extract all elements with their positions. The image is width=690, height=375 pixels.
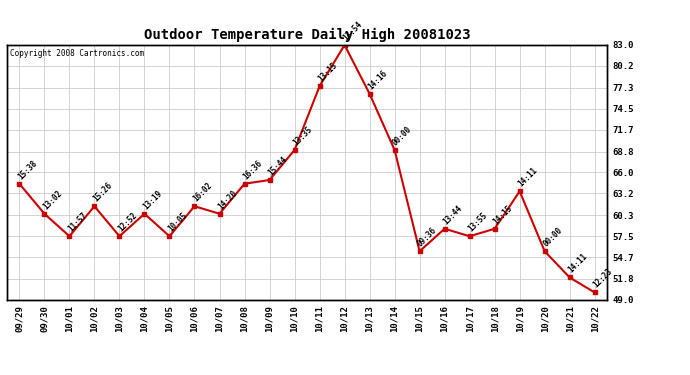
Title: Outdoor Temperature Daily High 20081023: Outdoor Temperature Daily High 20081023	[144, 28, 471, 42]
Text: 14:11: 14:11	[566, 252, 589, 275]
Text: 12:52: 12:52	[116, 211, 139, 234]
Text: 10:05: 10:05	[166, 211, 188, 234]
Text: 13:19: 13:19	[141, 188, 164, 211]
Text: 14:16: 14:16	[366, 68, 388, 91]
Text: 14:15: 14:15	[491, 203, 514, 226]
Text: 15:44: 15:44	[266, 154, 288, 177]
Text: 13:02: 13:02	[41, 188, 63, 211]
Text: 16:36: 16:36	[241, 158, 264, 181]
Text: 11:57: 11:57	[66, 211, 88, 234]
Text: 13:15: 13:15	[316, 61, 339, 84]
Text: 14:20: 14:20	[216, 188, 239, 211]
Text: 13:44: 13:44	[441, 203, 464, 226]
Text: 16:02: 16:02	[191, 181, 214, 204]
Text: 13:55: 13:55	[466, 211, 489, 234]
Text: 13:35: 13:35	[291, 124, 314, 147]
Text: 15:26: 15:26	[91, 181, 114, 204]
Text: 12:23: 12:23	[591, 267, 614, 290]
Text: 09:36: 09:36	[416, 226, 439, 249]
Text: 15:38: 15:38	[16, 158, 39, 181]
Text: 14:11: 14:11	[516, 166, 539, 189]
Text: 00:00: 00:00	[391, 124, 414, 147]
Text: 00:00: 00:00	[541, 226, 564, 249]
Text: Copyright 2008 Cartronics.com: Copyright 2008 Cartronics.com	[10, 49, 144, 58]
Text: 13:54: 13:54	[341, 20, 364, 42]
